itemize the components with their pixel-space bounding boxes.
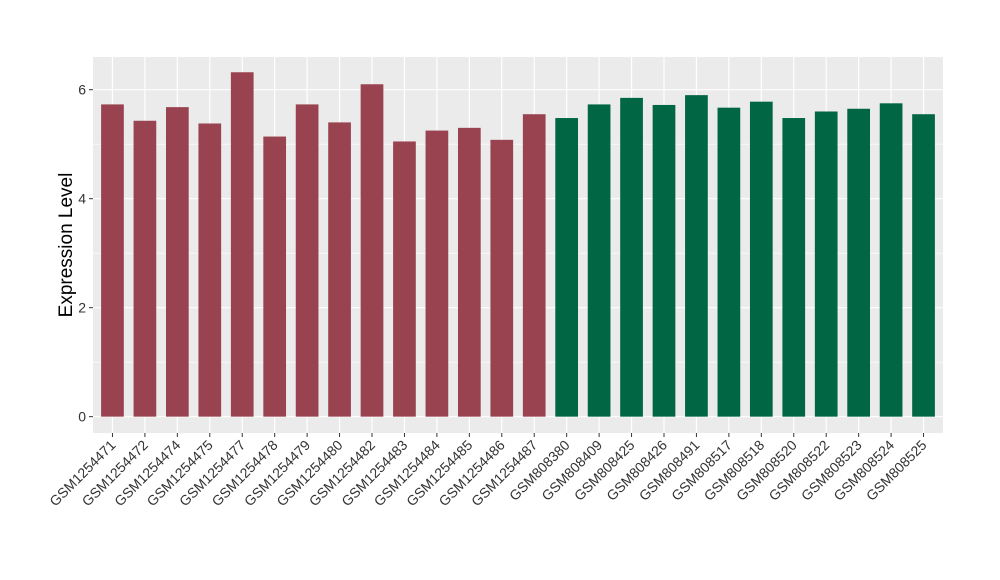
bar — [263, 136, 287, 417]
bar — [393, 141, 416, 417]
bars-group — [101, 72, 935, 417]
bar — [165, 107, 189, 417]
bar — [133, 120, 157, 417]
bar — [425, 130, 449, 417]
bar — [490, 139, 514, 417]
bar — [652, 104, 676, 417]
bar — [685, 95, 708, 417]
bar — [912, 114, 935, 417]
bar — [814, 111, 838, 417]
bar — [782, 118, 806, 417]
bar — [230, 72, 254, 417]
y-axis: 0 2 4 6 — [78, 82, 93, 425]
y-tick-label: 4 — [78, 191, 86, 207]
bar — [360, 84, 384, 417]
bar — [749, 101, 773, 417]
y-tick-label: 6 — [78, 82, 86, 98]
bar — [328, 122, 351, 417]
y-tick-label: 0 — [78, 409, 86, 425]
bar — [555, 118, 579, 417]
bar — [717, 107, 741, 417]
y-axis-title: Expression Level — [56, 173, 77, 318]
bar — [198, 123, 222, 417]
bar — [295, 104, 319, 417]
x-axis: GSM1254471GSM1254472GSM1254474GSM1254475… — [46, 433, 930, 509]
bar — [587, 104, 611, 417]
bar — [847, 108, 871, 417]
bar — [101, 104, 124, 417]
bar — [522, 114, 546, 417]
bar — [620, 97, 643, 417]
y-tick-label: 2 — [78, 300, 86, 316]
bar — [457, 127, 481, 417]
bar — [879, 103, 903, 417]
